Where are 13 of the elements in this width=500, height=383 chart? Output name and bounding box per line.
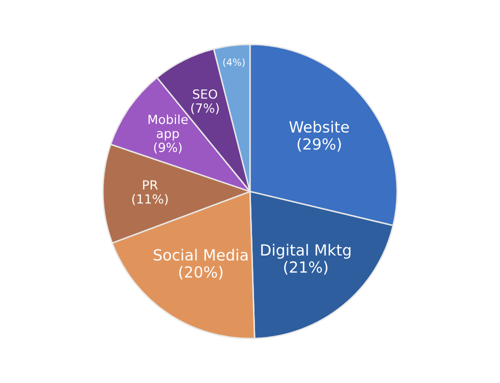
data-label: (9%) [154,142,182,154]
data-label: (4%) [223,58,245,68]
slice-label: Digital Mktg [261,244,350,259]
slice-label: Website [289,120,349,133]
slice-label: PR [143,180,158,190]
data-label: (21%) [284,261,328,275]
slice-label: Social Media [154,248,248,261]
slice-label: SEO [193,89,218,99]
slice-label: Mobile app [148,114,188,141]
data-label: (20%) [179,266,222,280]
data-label: (7%) [191,103,219,114]
data-label: (11%) [132,194,168,206]
data-label: (29%) [298,138,341,152]
